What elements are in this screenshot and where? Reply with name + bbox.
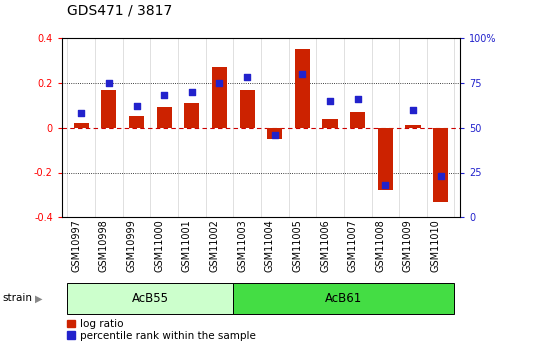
Bar (239, 89, 254, 128)
Bar (157, 107, 172, 128)
Text: GSM11004: GSM11004 (265, 219, 275, 272)
Bar (350, 112, 365, 128)
Text: GSM11005: GSM11005 (292, 219, 302, 272)
Point (436, 173, 445, 179)
Point (104, 80, 113, 86)
Bar (184, 103, 200, 128)
Bar (406, 125, 421, 128)
Text: GSM11008: GSM11008 (376, 219, 385, 272)
Bar (267, 128, 282, 139)
Point (271, 132, 279, 138)
Text: GSM11007: GSM11007 (348, 219, 358, 272)
Bar (74, 123, 89, 128)
Text: GSM10998: GSM10998 (99, 219, 109, 272)
Text: GSM11003: GSM11003 (237, 219, 247, 272)
Point (409, 107, 417, 112)
Point (77, 110, 86, 116)
Point (188, 89, 196, 95)
Point (381, 182, 390, 188)
Text: GDS471 / 3817: GDS471 / 3817 (67, 3, 173, 17)
Text: GSM11001: GSM11001 (182, 219, 192, 272)
Text: GSM10997: GSM10997 (71, 219, 81, 272)
Text: GSM11010: GSM11010 (430, 219, 441, 272)
Bar (378, 128, 393, 190)
Bar (433, 128, 448, 201)
Text: GSM11002: GSM11002 (209, 219, 220, 272)
Text: ▶: ▶ (35, 294, 43, 303)
Point (353, 96, 362, 102)
Bar (295, 49, 310, 128)
Text: GSM11009: GSM11009 (403, 219, 413, 272)
Bar (101, 89, 116, 128)
Text: AcB61: AcB61 (325, 292, 363, 305)
Point (243, 75, 251, 80)
Point (132, 104, 141, 109)
Point (160, 92, 168, 98)
Point (298, 71, 307, 77)
Text: AcB55: AcB55 (132, 292, 169, 305)
Legend: log ratio, percentile rank within the sample: log ratio, percentile rank within the sa… (67, 319, 256, 341)
Text: GSM11000: GSM11000 (154, 219, 164, 272)
Bar (212, 67, 227, 128)
Text: GSM11006: GSM11006 (320, 219, 330, 272)
Text: GSM10999: GSM10999 (126, 219, 137, 272)
Point (325, 98, 334, 104)
Bar (129, 116, 144, 128)
Bar (322, 119, 338, 128)
Text: strain: strain (3, 294, 33, 303)
Point (215, 80, 224, 86)
